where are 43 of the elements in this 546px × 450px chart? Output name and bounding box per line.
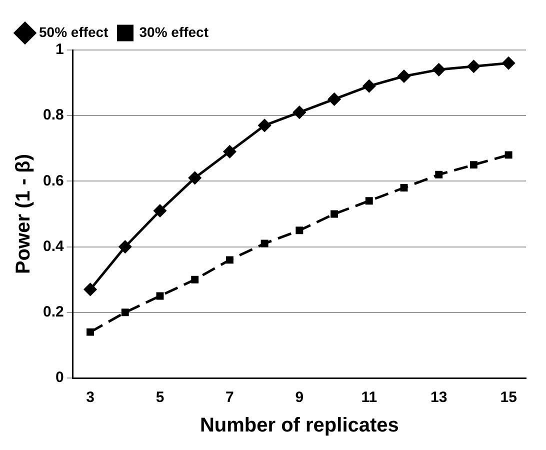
point: [118, 240, 132, 254]
point: [330, 210, 338, 218]
point: [432, 63, 446, 76]
x-tick-label: 11: [361, 389, 378, 406]
point: [84, 283, 97, 296]
x-tick-label: 13: [430, 389, 448, 406]
point: [191, 276, 199, 284]
point: [400, 184, 408, 192]
point: [258, 119, 271, 132]
point: [398, 70, 410, 82]
y-tick-label: 0.6: [42, 172, 64, 190]
y-tick-label: 1: [56, 41, 64, 58]
x-tick-label: 5: [156, 389, 164, 406]
legend-label: 30% effect: [139, 24, 209, 40]
x-axis-title: Number of replicates: [200, 414, 399, 437]
point: [328, 92, 341, 106]
point: [293, 106, 306, 119]
point: [154, 204, 166, 217]
point: [226, 256, 234, 264]
point: [467, 60, 480, 73]
x-tick-label: 9: [295, 389, 304, 406]
y-tick-label: 0.2: [42, 304, 64, 321]
y-tick-label: 0.8: [42, 106, 64, 124]
point: [296, 226, 304, 234]
point: [502, 56, 515, 70]
point: [365, 197, 373, 205]
point: [223, 145, 236, 158]
x-tick-label: 15: [500, 389, 517, 406]
point: [188, 172, 202, 184]
point: [362, 80, 376, 92]
point: [435, 170, 443, 178]
x-tick-label: 7: [226, 389, 234, 406]
x-tick-label: 3: [86, 389, 94, 406]
y-tick-label: 0.4: [42, 238, 64, 255]
point: [470, 161, 478, 169]
point: [504, 151, 512, 159]
y-tick-label: 0: [56, 369, 64, 386]
point: [260, 240, 268, 248]
point: [121, 308, 129, 316]
point: [156, 292, 164, 300]
legend-label: 50% effect: [39, 24, 109, 40]
point: [86, 328, 94, 336]
y-axis-title: Power (1 - β): [12, 154, 35, 274]
